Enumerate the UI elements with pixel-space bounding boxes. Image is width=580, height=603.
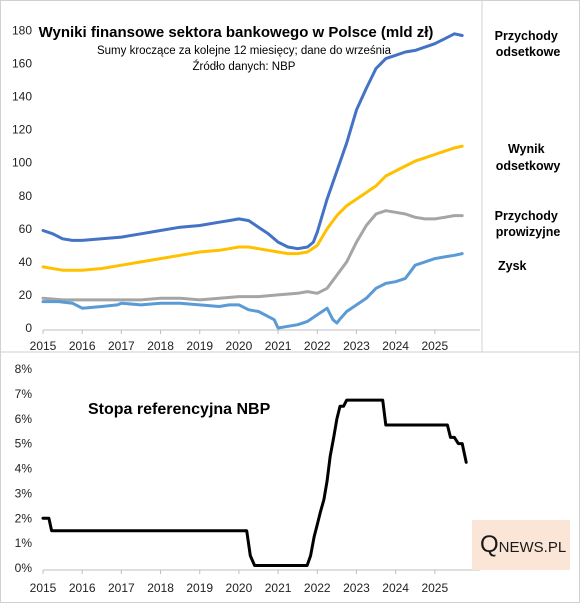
c1-ytick-label: 120 bbox=[12, 123, 32, 137]
c1-xtick-label: 2018 bbox=[147, 339, 174, 353]
reference-rate-title: Stopa referencyjna NBP bbox=[88, 401, 271, 418]
c1-xtick-label: 2019 bbox=[186, 339, 213, 353]
c1-xtick-label: 2024 bbox=[382, 339, 409, 353]
c2-xtick-label: 2016 bbox=[69, 581, 96, 595]
series-label-wynik-odsetkowy-line2: odsetkowy bbox=[496, 159, 561, 173]
c1-ytick-label: 40 bbox=[19, 255, 33, 269]
rate-series-lines bbox=[41, 398, 468, 567]
series-label-zysk: Zysk bbox=[498, 259, 527, 273]
c1-xtick-label: 2020 bbox=[226, 339, 253, 353]
c1-ytick-label: 160 bbox=[12, 57, 32, 71]
c2-xtick-label: 2015 bbox=[30, 581, 57, 595]
series-line-c2-0 bbox=[41, 398, 468, 567]
series-line-zysk bbox=[41, 252, 464, 330]
c2-ytick-label: 0% bbox=[15, 561, 33, 575]
series-label-przychody-odsetkowe: Przychody odsetkowe bbox=[495, 29, 562, 59]
c2-ytick-label: 3% bbox=[15, 486, 33, 500]
logo-text: QNEWS.PL bbox=[480, 531, 566, 558]
series-label-przychody-prowizyjne-line1: Przychody bbox=[495, 209, 558, 223]
series-line-przychody-odsetkowe bbox=[41, 32, 464, 251]
c1-ytick-label: 80 bbox=[19, 189, 33, 203]
c2-ytick-label: 4% bbox=[15, 462, 33, 476]
c1-xtick-label: 2017 bbox=[108, 339, 135, 353]
c1-xtick-label: 2021 bbox=[265, 339, 292, 353]
c1-ytick-label: 0 bbox=[25, 321, 32, 335]
c2-ytick-label: 5% bbox=[15, 437, 33, 451]
qnews-logo: QNEWS.PL bbox=[472, 520, 570, 570]
series-line-wynik-odsetkowy bbox=[41, 144, 464, 272]
c2-ytick-label: 7% bbox=[15, 387, 33, 401]
c1-xtick-label: 2023 bbox=[343, 339, 370, 353]
revenue-y-axis: 0 20 40 60 80 100 120 140 160 180 bbox=[12, 24, 32, 335]
reference-rate-chart: 0%1%2%3%4%5%6%7%8% 2015 2016 2017 2018 2019 2… bbox=[15, 362, 480, 595]
c2-xtick-label: 2021 bbox=[265, 581, 292, 595]
c2-xtick-label: 2024 bbox=[382, 581, 409, 595]
c2-xtick-label: 2017 bbox=[108, 581, 135, 595]
revenue-chart-source: Źródło danych: NBP bbox=[193, 60, 296, 73]
c2-ytick-label: 6% bbox=[15, 412, 33, 426]
c1-xtick-label: 2022 bbox=[304, 339, 331, 353]
series-label-przychody-odsetkowe-line1: Przychody bbox=[495, 29, 558, 43]
revenue-chart-title: Wyniki finansowe sektora bankowego w Pol… bbox=[39, 24, 434, 41]
revenue-series-lines bbox=[41, 32, 464, 330]
c2-ytick-label: 8% bbox=[15, 362, 33, 376]
revenue-chart-subtitle: Sumy kroczące za kolejne 12 miesięcy; da… bbox=[97, 45, 392, 57]
series-label-przychody-odsetkowe-line2: odsetkowe bbox=[496, 45, 561, 59]
c2-xtick-label: 2023 bbox=[343, 581, 370, 595]
c2-xtick-label: 2018 bbox=[147, 581, 174, 595]
c1-ytick-label: 20 bbox=[19, 288, 33, 302]
c1-ytick-label: 60 bbox=[19, 222, 33, 236]
c1-xtick-label: 2015 bbox=[30, 339, 57, 353]
logo-q: Q bbox=[480, 531, 499, 558]
c2-xtick-label: 2019 bbox=[186, 581, 213, 595]
logo-background bbox=[472, 520, 570, 570]
c1-ytick-label: 140 bbox=[12, 90, 32, 104]
rate-y-axis: 0% 1% 2% 3% 4% 5% 6% 7% 8% bbox=[15, 362, 33, 575]
c2-ytick-label: 2% bbox=[15, 511, 33, 525]
c2-xtick-label: 2025 bbox=[421, 581, 448, 595]
c1-xtick-label: 2025 bbox=[421, 339, 448, 353]
series-label-przychody-prowizyjne-line2: prowizyjne bbox=[496, 225, 561, 239]
c2-xtick-label: 2020 bbox=[226, 581, 253, 595]
c2-xtick-label: 2022 bbox=[304, 581, 331, 595]
series-label-wynik-odsetkowy: Wynik odsetkowy bbox=[496, 142, 561, 173]
c2-ytick-label: 1% bbox=[15, 536, 33, 550]
logo-news: NEWS.PL bbox=[499, 539, 567, 556]
c1-xtick-label: 2016 bbox=[69, 339, 96, 353]
rate-x-axis: 2015 2016 2017 2018 2019 2020 2021 2022 2023 2024… bbox=[30, 569, 480, 595]
revenue-x-axis: 2015 2016 2017 2018 2019 2020 2021 2022 2023 2024… bbox=[30, 329, 480, 353]
series-label-wynik-odsetkowy-line1: Wynik bbox=[508, 142, 545, 156]
series-line-przychody-prowizyjne bbox=[41, 209, 464, 302]
c1-ytick-label: 100 bbox=[12, 156, 32, 170]
series-label-przychody-prowizyjne: Przychody prowizyjne bbox=[495, 209, 562, 239]
c1-ytick-label: 180 bbox=[12, 24, 32, 38]
